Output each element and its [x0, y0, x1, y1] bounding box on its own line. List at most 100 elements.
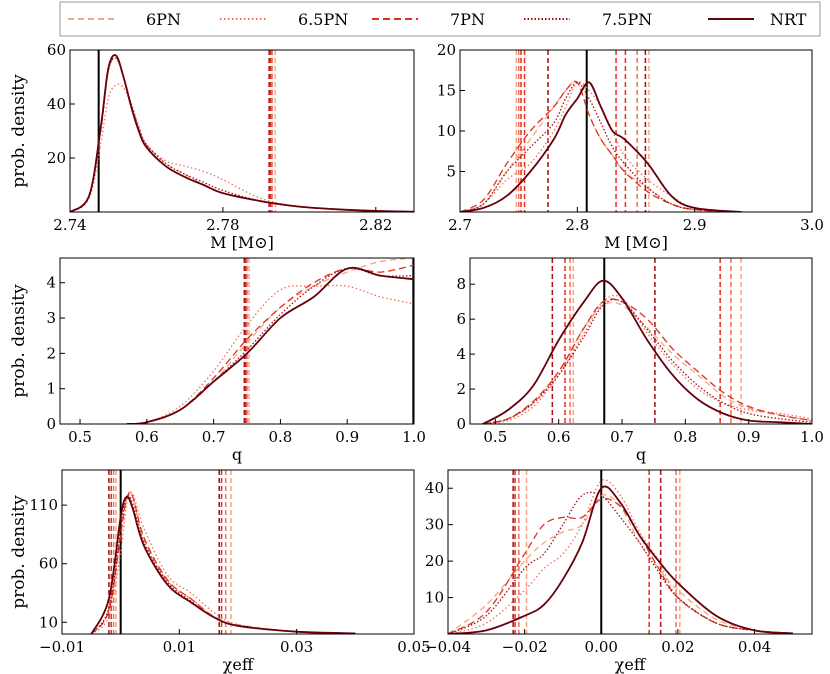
x-tick-label: 3.0 — [800, 216, 824, 234]
x-tick-label: −0.01 — [39, 638, 85, 656]
series-line-7pn — [448, 498, 793, 634]
x-tick-label: 1.0 — [402, 428, 426, 446]
series-line-nrt — [126, 266, 414, 424]
y-axis-label: prob. density — [9, 74, 29, 188]
y-tick-label: 4 — [46, 274, 56, 292]
x-tick-label: 0.9 — [335, 428, 359, 446]
series-line-7-5pn — [90, 494, 356, 634]
plot-area — [70, 50, 414, 212]
y-tick-label: 20 — [437, 41, 456, 59]
x-tick-label: 2.7 — [448, 216, 472, 234]
panel-middle-left: 0.5 0.6 0.7 0.8 0.9 1.0 0 1 2 3 4 q prob. density — [9, 257, 426, 464]
series-line-nrt — [90, 495, 356, 634]
plot-area — [90, 470, 356, 634]
y-tick-label: 6 — [456, 310, 466, 328]
x-tick-label: −0.04 — [425, 638, 471, 656]
legend-label-7pn: 7PN — [450, 10, 485, 29]
x-tick-label: 0.8 — [268, 428, 292, 446]
y-axis-label: prob. density — [9, 495, 29, 609]
series-line-6pn — [460, 80, 742, 212]
series-line-7-5pn — [460, 81, 742, 212]
legend-label-6pn: 6PN — [146, 10, 181, 29]
legend-label-7-5pn: 7.5PN — [602, 10, 652, 29]
series-line-7pn — [126, 264, 414, 424]
x-axis-label: χeff — [223, 655, 255, 674]
x-tick-label: 0.5 — [483, 428, 507, 446]
panel-middle-right: 0.5 0.6 0.7 0.8 0.9 1.0 0 2 4 6 8 q — [456, 257, 824, 464]
y-tick-label: 0 — [46, 415, 56, 433]
plot-area — [482, 258, 812, 424]
y-tick-label: 2 — [46, 344, 56, 362]
x-axis-label: q — [636, 445, 646, 464]
x-tick-label: 0.7 — [202, 428, 226, 446]
series-line-6pn — [482, 301, 812, 424]
x-tick-label: 0.02 — [661, 638, 694, 656]
legend-label-6-5pn: 6.5PN — [298, 10, 348, 29]
x-tick-label: 0.00 — [585, 638, 618, 656]
y-axis-label: prob. density — [9, 284, 29, 398]
series-line-7pn — [90, 491, 356, 634]
series-line-nrt — [448, 485, 793, 634]
y-tick-label: 20 — [47, 149, 66, 167]
series-line-6-5pn — [90, 491, 356, 634]
axes-frame — [69, 49, 415, 213]
y-tick-label: 10 — [425, 589, 444, 607]
panel-bottom-left: −0.01 0.01 0.03 0.05 10 60 110 χeff prob. densit… — [9, 469, 431, 674]
panel-bottom-right: −0.04 −0.02 0.00 0.02 0.04 10 20 30 40 χeff — [425, 469, 813, 674]
x-tick-label: 2.74 — [53, 216, 86, 234]
y-tick-label: 5 — [446, 163, 456, 181]
x-tick-label: 2.9 — [683, 216, 707, 234]
y-tick-label: 10 — [39, 613, 58, 631]
series-line-nrt — [460, 81, 742, 212]
x-axis-label: M [M⊙] — [210, 233, 274, 252]
series-line-7-5pn — [70, 57, 414, 212]
y-tick-label: 20 — [425, 552, 444, 570]
y-tick-label: 0 — [456, 415, 466, 433]
y-tick-label: 15 — [437, 82, 456, 100]
series-line-6-5pn — [460, 81, 742, 212]
axes-frame — [459, 49, 813, 213]
series-line-6-5pn — [70, 83, 414, 212]
x-tick-label: 0.7 — [610, 428, 634, 446]
x-tick-label: 2.82 — [359, 216, 392, 234]
panel-top-left: 2.74 2.78 2.82 20 40 60 M [M⊙] prob. density — [9, 41, 415, 252]
x-tick-label: −0.02 — [502, 638, 548, 656]
y-tick-label: 3 — [46, 309, 56, 327]
y-tick-label: 60 — [39, 555, 58, 573]
legend-frame — [59, 1, 821, 37]
y-tick-label: 4 — [456, 345, 466, 363]
series-line-nrt — [482, 279, 812, 424]
x-tick-label: 0.03 — [280, 638, 313, 656]
plot-area — [448, 470, 793, 634]
x-tick-label: 0.05 — [397, 638, 430, 656]
y-tick-label: 8 — [456, 275, 466, 293]
plot-area — [460, 50, 742, 212]
y-tick-label: 40 — [425, 479, 444, 497]
axes-frame — [61, 469, 415, 635]
y-tick-label: 2 — [456, 380, 466, 398]
x-axis-label: q — [232, 445, 242, 464]
axes-frame — [59, 257, 415, 425]
series-line-6-5pn — [126, 284, 414, 424]
series-line-7-5pn — [126, 267, 414, 424]
x-axis-label: χeff — [615, 655, 647, 674]
y-tick-label: 40 — [47, 95, 66, 113]
legend: 6PN 6.5PN 7PN 7.5PN NRT — [59, 1, 821, 37]
x-tick-label: 0.01 — [163, 638, 196, 656]
axes-frame — [447, 469, 813, 635]
x-tick-label: 0.5 — [68, 428, 92, 446]
series-line-6pn — [70, 57, 414, 212]
series-line-7-5pn — [448, 491, 793, 634]
series-line-6pn — [126, 258, 414, 424]
x-tick-label: 0.04 — [738, 638, 771, 656]
series-line-nrt — [70, 54, 414, 212]
y-tick-label: 30 — [425, 516, 444, 534]
series-line-7pn — [70, 54, 414, 212]
series-line-7pn — [482, 298, 812, 424]
x-tick-label: 1.0 — [800, 428, 824, 446]
x-tick-label: 0.6 — [547, 428, 571, 446]
x-tick-label: 0.6 — [135, 428, 159, 446]
x-tick-label: 0.9 — [737, 428, 761, 446]
legend-label-nrt: NRT — [770, 10, 807, 29]
